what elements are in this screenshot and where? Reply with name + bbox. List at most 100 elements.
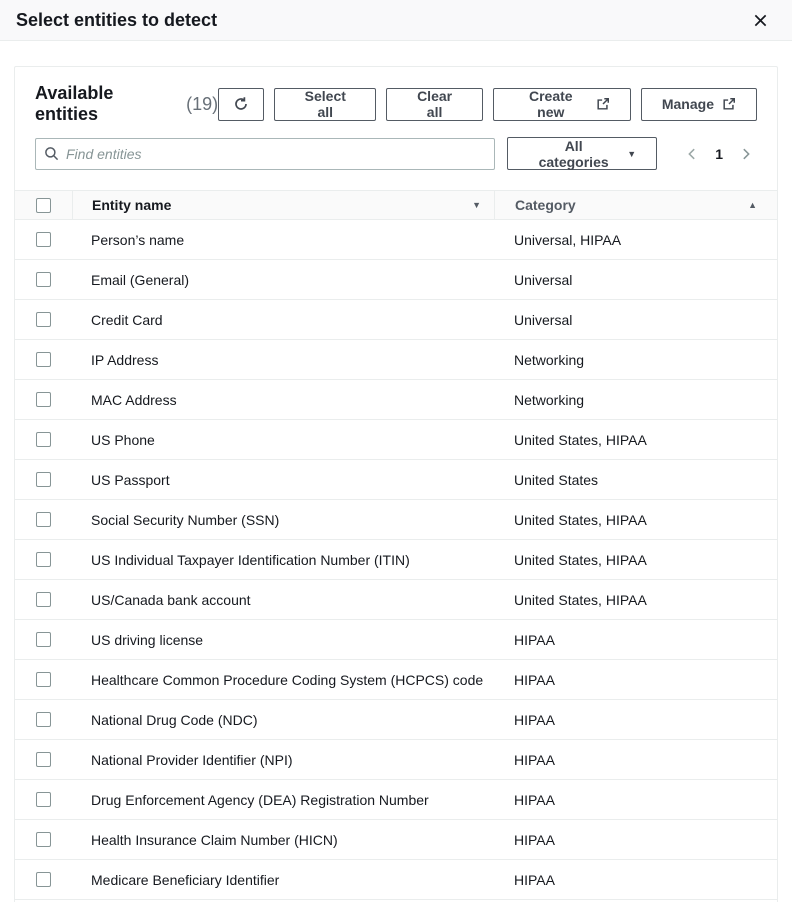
refresh-button[interactable] — [218, 87, 265, 121]
entity-name-cell: US/Canada bank account — [91, 591, 251, 608]
category-filter-dropdown[interactable]: All categories ▼ — [507, 137, 658, 170]
row-checkbox[interactable] — [36, 392, 51, 407]
table-row[interactable]: US/Canada bank account United States, HI… — [15, 580, 777, 620]
table-row[interactable]: Healthcare Common Procedure Coding Syste… — [15, 660, 777, 700]
category-cell: HIPAA — [514, 711, 555, 728]
row-checkbox-cell — [15, 312, 72, 327]
select-all-button[interactable]: Select all — [274, 87, 377, 121]
chevron-left-icon — [688, 148, 695, 159]
row-checkbox[interactable] — [36, 272, 51, 287]
category-cell: Universal, HIPAA — [514, 231, 622, 248]
row-checkbox[interactable] — [36, 672, 51, 687]
panel-controls: Available entities (19) Select all — [15, 67, 777, 190]
table-row[interactable]: Credit Card Universal — [15, 300, 777, 340]
next-page-button[interactable] — [735, 143, 757, 165]
entity-name-cell: Social Security Number (SSN) — [91, 511, 280, 528]
row-checkbox-cell — [15, 472, 72, 487]
refresh-icon — [233, 96, 249, 112]
category-cell: Universal — [514, 311, 573, 328]
row-checkbox[interactable] — [36, 512, 51, 527]
category-cell: HIPAA — [514, 831, 555, 848]
column-header-entity-name[interactable]: Entity name ▼ — [72, 191, 494, 219]
search-input[interactable] — [66, 145, 486, 162]
table-row[interactable]: Health Insurance Claim Number (HICN) HIP… — [15, 820, 777, 860]
modal-header: Select entities to detect — [0, 0, 792, 41]
table-row[interactable]: MAC Address Networking — [15, 380, 777, 420]
table-row[interactable]: US Passport United States — [15, 460, 777, 500]
clear-all-button[interactable]: Clear all — [386, 87, 483, 121]
row-checkbox[interactable] — [36, 832, 51, 847]
external-link-icon — [722, 97, 736, 111]
sort-filter-icon[interactable]: ▼ — [472, 200, 481, 210]
table-row[interactable]: Email (General) Universal — [15, 260, 777, 300]
category-cell: HIPAA — [514, 871, 555, 888]
entity-name-cell: MAC Address — [91, 391, 177, 408]
row-checkbox-cell — [15, 272, 72, 287]
select-all-checkbox[interactable] — [36, 197, 51, 213]
row-checkbox[interactable] — [36, 232, 51, 247]
category-cell: United States, HIPAA — [514, 591, 647, 608]
row-checkbox-cell — [15, 752, 72, 767]
category-cell: United States, HIPAA — [514, 511, 647, 528]
row-checkbox[interactable] — [36, 352, 51, 367]
row-checkbox[interactable] — [36, 432, 51, 447]
category-cell: United States, HIPAA — [514, 551, 647, 568]
manage-button[interactable]: Manage — [640, 87, 757, 121]
category-cell: HIPAA — [514, 671, 555, 688]
row-checkbox[interactable] — [36, 552, 51, 567]
table-row[interactable]: IP Address Networking — [15, 340, 777, 380]
current-page[interactable]: 1 — [715, 145, 723, 162]
entity-count: (19) — [186, 93, 219, 114]
row-checkbox[interactable] — [36, 312, 51, 327]
row-checkbox[interactable] — [36, 792, 51, 807]
table-row[interactable]: National Provider Identifier (NPI) HIPAA — [15, 740, 777, 780]
category-cell: United States — [514, 471, 599, 488]
row-checkbox[interactable] — [36, 752, 51, 767]
entity-name-cell: Email (General) — [91, 271, 190, 288]
category-cell: Universal — [514, 271, 573, 288]
row-checkbox-cell — [15, 872, 72, 887]
category-cell: HIPAA — [514, 791, 555, 808]
category-cell: HIPAA — [514, 751, 555, 768]
row-checkbox-cell — [15, 832, 72, 847]
entity-name-cell: US Phone — [91, 431, 155, 448]
entity-name-cell: Person’s name — [91, 231, 185, 248]
row-checkbox[interactable] — [36, 592, 51, 607]
row-checkbox[interactable] — [36, 632, 51, 647]
row-checkbox[interactable] — [36, 472, 51, 487]
entity-name-cell: National Drug Code (NDC) — [91, 711, 258, 728]
row-checkbox-cell — [15, 432, 72, 447]
entity-name-header-label: Entity name — [92, 197, 172, 213]
row-checkbox-cell — [15, 632, 72, 647]
row-checkbox-cell — [15, 712, 72, 727]
table-row[interactable]: Social Security Number (SSN) United Stat… — [15, 500, 777, 540]
category-filter-label: All categories — [538, 137, 609, 170]
row-checkbox-cell — [15, 392, 72, 407]
table-row[interactable]: Person’s name Universal, HIPAA — [15, 220, 777, 260]
previous-page-button[interactable] — [681, 143, 703, 165]
table-row[interactable]: Medicare Beneficiary Identifier HIPAA — [15, 860, 777, 900]
sort-ascending-icon[interactable]: ▲ — [748, 200, 757, 210]
select-all-label: Select all — [304, 88, 346, 120]
row-checkbox[interactable] — [36, 712, 51, 727]
row-checkbox-cell — [15, 232, 72, 247]
chevron-right-icon — [743, 148, 750, 159]
available-entities-panel: Available entities (19) Select all — [14, 66, 778, 902]
table-row[interactable]: US Individual Taxpayer Identification Nu… — [15, 540, 777, 580]
table-row[interactable]: Drug Enforcement Agency (DEA) Registrati… — [15, 780, 777, 820]
create-new-button[interactable]: Create new — [492, 87, 631, 121]
entity-name-cell: US Passport — [91, 471, 170, 488]
table-row[interactable]: National Drug Code (NDC) HIPAA — [15, 700, 777, 740]
category-cell: Networking — [514, 351, 585, 368]
row-checkbox-cell — [15, 512, 72, 527]
column-header-category[interactable]: Category ▲ — [494, 191, 777, 219]
row-checkbox[interactable] — [36, 872, 51, 887]
entity-name-cell: Credit Card — [91, 311, 163, 328]
entity-name-cell: National Provider Identifier (NPI) — [91, 751, 293, 768]
table-row[interactable]: US driving license HIPAA — [15, 620, 777, 660]
row-checkbox-cell — [15, 672, 72, 687]
modal-title: Select entities to detect — [16, 9, 218, 30]
filter-row: All categories ▼ 1 — [35, 137, 757, 170]
close-icon[interactable] — [749, 9, 772, 32]
table-row[interactable]: US Phone United States, HIPAA — [15, 420, 777, 460]
